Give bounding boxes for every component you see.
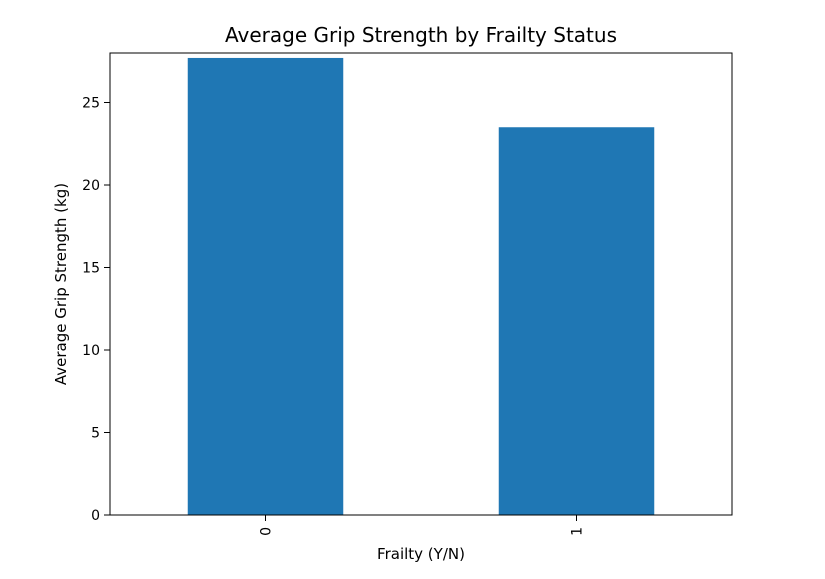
y-tick-label: 0 [91, 508, 100, 524]
x-tick-label: 1 [570, 527, 586, 536]
bar-0 [187, 57, 344, 515]
x-tick-label: 0 [259, 527, 275, 536]
y-tick-label: 20 [82, 178, 100, 194]
y-tick-label: 15 [82, 261, 100, 277]
plot-frame [109, 52, 733, 516]
x-axis-label: Frailty (Y/N) [377, 545, 465, 563]
bar-1 [498, 127, 655, 515]
y-axis-label: Average Grip Strength (kg) [52, 183, 70, 385]
chart-title: Average Grip Strength by Frailty Status [225, 23, 617, 47]
plot-area: 0 5 10 15 20 25 0 1 [82, 52, 733, 536]
y-tick-label: 25 [82, 96, 100, 112]
y-tick-label: 5 [91, 426, 100, 442]
y-tick-label: 10 [82, 343, 100, 359]
